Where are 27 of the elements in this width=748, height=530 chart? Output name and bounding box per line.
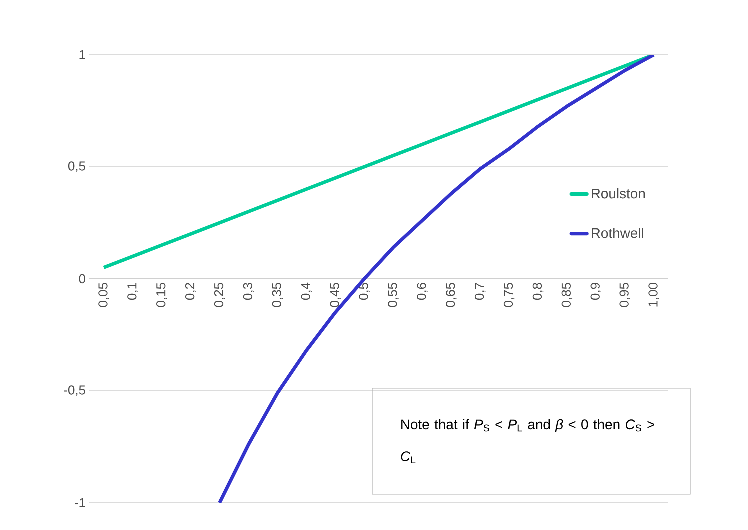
y-tick-label: 0: [79, 274, 86, 284]
x-tick-label: 0,85: [562, 283, 573, 308]
x-tick-label: 0,05: [98, 283, 110, 308]
x-tick-label: 0,6: [417, 283, 428, 300]
x-tick-label: 0,45: [330, 283, 341, 308]
x-tick-label: 0,25: [214, 283, 226, 308]
x-tick-label: 0,1: [128, 283, 138, 300]
text: Note that if P$_{S}$ < P$_{L}$ and β < 0 then C$_{S}$ > C$_{L}$: [401, 419, 654, 464]
x-tick-label: 0,75: [504, 283, 515, 308]
x-tick-label: 0,65: [446, 283, 457, 308]
x-tick-label: 0,8: [532, 283, 544, 300]
y-tick-label: 0,5: [68, 162, 86, 172]
x-tick-label: 0,55: [388, 283, 399, 308]
x-tick-label: 0,7: [474, 283, 486, 300]
y-tick-label: -1: [75, 498, 86, 508]
legend-label: Rothwell: [592, 228, 644, 238]
legend-label: Roulston: [592, 188, 646, 199]
x-tick-label: 0,4: [301, 282, 312, 300]
x-tick-label: 0,3: [243, 283, 254, 300]
x-tick-label: 0,35: [272, 283, 284, 308]
y-tick-label: 1: [80, 50, 86, 60]
x-tick-label: 0,95: [620, 283, 630, 308]
x-tick-label: 0,15: [156, 283, 168, 308]
y-tick-label: -0,5: [64, 386, 86, 396]
x-tick-label: 0,2: [185, 283, 196, 300]
x-tick-label: 1,00: [648, 283, 660, 307]
x-tick-label: 0,9: [590, 283, 602, 300]
